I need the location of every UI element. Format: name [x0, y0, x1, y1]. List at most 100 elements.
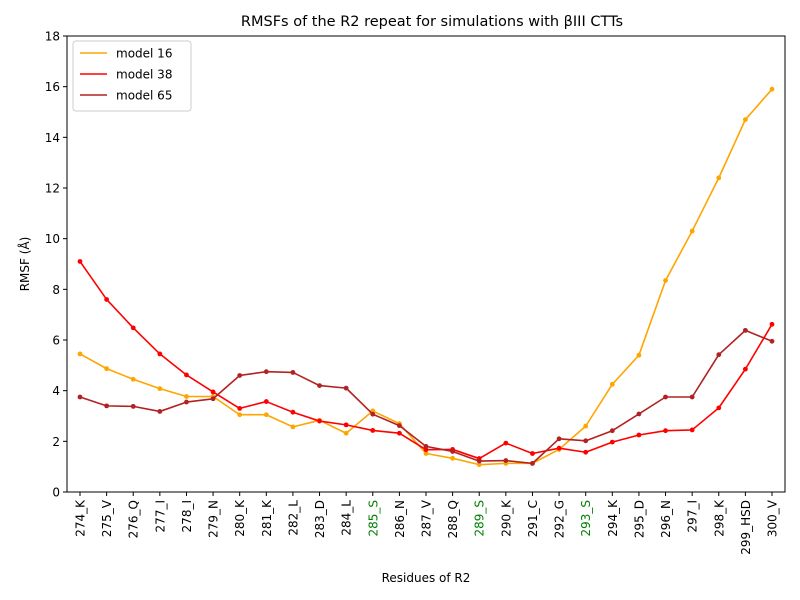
- data-point: [716, 175, 722, 181]
- data-point: [290, 370, 296, 375]
- x-tick-label: 281_K: [260, 499, 274, 537]
- data-point: [317, 383, 322, 388]
- x-axis: 274_K 275_V 276_Q 277_I 278_I 279_N 280_K 281_K…: [74, 492, 780, 555]
- x-tick-label: 284_L: [340, 500, 354, 536]
- x-tick-label: 282_L: [286, 500, 300, 536]
- data-point: [130, 325, 136, 331]
- data-point: [769, 338, 775, 344]
- x-tick-label: 289_S: [473, 500, 487, 537]
- plot-background: [67, 36, 785, 492]
- data-point: [396, 430, 402, 436]
- data-point: [157, 351, 163, 357]
- legend: model 16 model 38 model 65: [72, 40, 192, 112]
- data-point: [450, 455, 456, 461]
- data-point: [769, 86, 775, 92]
- x-tick-label: 292_G: [553, 500, 567, 538]
- data-point: [609, 439, 615, 445]
- x-tick-label: 274_K: [74, 499, 88, 537]
- series-layer: [77, 86, 775, 468]
- data-point: [290, 409, 296, 415]
- data-point: [423, 451, 429, 456]
- data-point: [370, 411, 376, 417]
- legend-label: model 38: [116, 68, 172, 82]
- data-point: [77, 259, 83, 264]
- data-point: [396, 423, 402, 429]
- x-tick-label: 298_K: [712, 499, 726, 537]
- y-tick-label: 16: [45, 80, 60, 94]
- data-point: [636, 352, 642, 358]
- data-point: [423, 444, 429, 449]
- data-point: [184, 399, 189, 405]
- data-point: [237, 373, 243, 378]
- x-tick-label: 275_V: [100, 499, 114, 537]
- series-model-38: [77, 259, 775, 461]
- data-point: [689, 427, 695, 433]
- x-tick-label: 286_N: [393, 500, 407, 538]
- x-tick-label: 287_V: [420, 499, 434, 537]
- data-point: [609, 381, 615, 387]
- data-point: [636, 432, 642, 438]
- data-point: [104, 366, 110, 372]
- data-point: [157, 409, 163, 414]
- data-point: [263, 399, 269, 404]
- data-point: [636, 411, 642, 417]
- data-point: [263, 369, 269, 375]
- x-tick-label: 291_C: [526, 500, 540, 537]
- y-tick-label: 18: [45, 30, 60, 44]
- legend-items: model 16 model 38 model 65: [80, 47, 172, 103]
- x-tick-label: 276_Q: [127, 500, 141, 538]
- legend-box: [72, 40, 192, 112]
- data-point: [370, 428, 376, 433]
- plot-frame: [66, 35, 786, 493]
- data-point: [556, 436, 562, 442]
- legend-label: model 65: [116, 89, 172, 103]
- data-point: [210, 389, 216, 395]
- data-point: [503, 458, 509, 463]
- data-point: [742, 327, 748, 333]
- data-point: [742, 117, 748, 122]
- data-point: [716, 405, 722, 411]
- y-tick-label: 14: [45, 131, 60, 145]
- x-tick-label: 293_S: [579, 500, 593, 537]
- data-point: [263, 412, 269, 418]
- data-point: [663, 394, 668, 400]
- data-point: [317, 418, 322, 424]
- data-point: [742, 366, 748, 372]
- x-axis-label: Residues of R2: [382, 571, 471, 585]
- x-tick-label: 290_K: [499, 499, 513, 537]
- legend-label: model 16: [116, 47, 172, 61]
- x-tick-label: 288_Q: [446, 500, 460, 538]
- x-tick-label: 283_D: [313, 500, 327, 538]
- y-tick-label: 0: [52, 486, 60, 500]
- y-axis: 0 2 4 6 8 10 12 14 16 18: [45, 30, 67, 500]
- data-point: [290, 424, 296, 430]
- x-tick-label: 285_S: [366, 500, 380, 537]
- y-tick-label: 6: [52, 334, 60, 348]
- data-point: [583, 423, 589, 429]
- data-point: [423, 447, 429, 453]
- x-tick-label: 280_K: [233, 499, 247, 537]
- data-point: [583, 438, 589, 444]
- data-point: [769, 321, 775, 327]
- y-tick-label: 10: [45, 232, 60, 246]
- plot-area: 0 2 4 6 8 10 12 14 16 18 274_K 275_V 276_Q 277_I 278_…: [45, 30, 786, 555]
- y-tick-label: 2: [52, 435, 60, 449]
- data-point: [476, 462, 482, 468]
- chart-title: RMSFs of the R2 repeat for simulations w…: [241, 14, 623, 30]
- data-point: [503, 440, 509, 446]
- data-point: [530, 460, 535, 466]
- data-point: [184, 394, 189, 399]
- x-tick-label: 300_V: [766, 499, 780, 537]
- x-tick-label: 278_I: [180, 500, 194, 532]
- data-point: [583, 449, 589, 455]
- data-point: [77, 351, 83, 357]
- data-point: [450, 449, 456, 454]
- data-point: [663, 278, 668, 283]
- data-point: [556, 445, 562, 451]
- data-point: [476, 458, 482, 464]
- x-tick-label: 294_K: [606, 499, 620, 537]
- y-axis-label: RMSF (Å): [17, 237, 32, 292]
- data-point: [104, 403, 110, 409]
- y-tick-label: 8: [52, 283, 60, 297]
